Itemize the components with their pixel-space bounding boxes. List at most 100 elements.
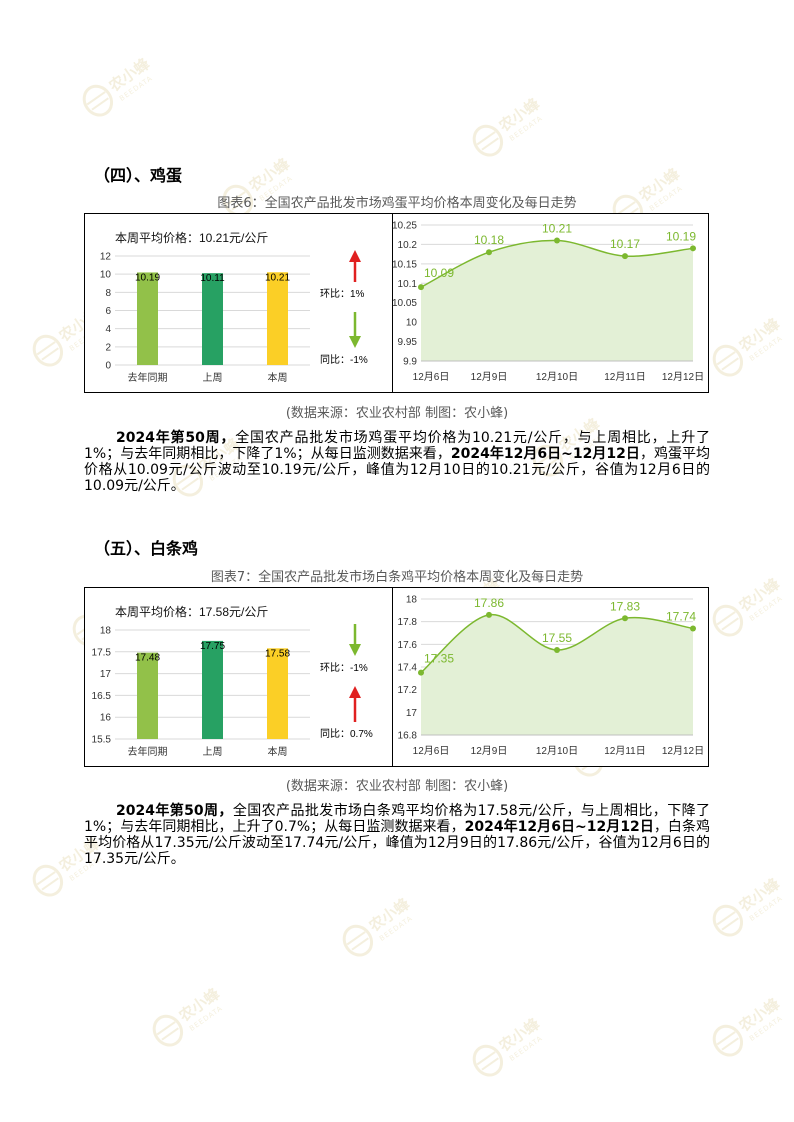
bee-stripe	[716, 911, 736, 926]
bee-stripe	[541, 457, 559, 471]
y-tick-label: 10	[100, 270, 112, 281]
point-data-label: 17.83	[610, 599, 640, 613]
x-tick-label: 12月6日	[413, 745, 450, 757]
bee-body	[472, 124, 504, 157]
x-tick-label: 12月11日	[604, 371, 646, 383]
section-heading: （四）、鸡蛋	[94, 166, 183, 185]
x-tick-label: 12月10日	[536, 371, 578, 383]
y-tick-label: 16.5	[92, 691, 112, 702]
para-text: ，鸡蛋平均价格从10.09元/公斤波动至10.19元/公斤，峰值为12月10日的…	[84, 446, 711, 494]
bee-stripe	[226, 191, 246, 206]
bee-stripe	[716, 351, 736, 366]
arrow-head	[349, 686, 361, 698]
para-bold-week: 2024年第50周，	[116, 803, 233, 819]
y-tick-label: 2	[105, 342, 111, 353]
bar	[267, 648, 288, 739]
y-tick-label: 10.05	[392, 298, 417, 309]
bar-data-label: 17.48	[135, 653, 160, 664]
point-data-label: 10.18	[474, 233, 504, 247]
point-data-label: 17.55	[542, 631, 572, 645]
y-tick-label: 12	[100, 252, 112, 263]
bar	[137, 652, 158, 739]
para-bold-date: 2024年12月6日~12月12日	[450, 446, 640, 462]
x-tick-label: 12月12日	[662, 745, 704, 757]
data-source: (数据来源：农业农村部 制图：农小蜂)	[285, 779, 509, 794]
point-data-label: 10.09	[424, 266, 454, 280]
bee-body	[342, 924, 374, 957]
bee-body	[82, 84, 114, 117]
arrow-head	[349, 250, 361, 262]
x-tick-label: 12月10日	[536, 745, 578, 757]
bee-stripe	[716, 611, 736, 626]
bee-body	[712, 344, 744, 377]
bee-stripe	[536, 451, 556, 466]
bee-body	[32, 334, 64, 367]
bee-body	[222, 184, 254, 217]
x-tick-label: 12月12日	[662, 371, 704, 383]
data-point	[418, 669, 424, 676]
para-text: ，白条鸡平均价格从17.35元/公斤波动至17.74元/公斤，峰值为12月9日的…	[84, 819, 711, 867]
tongbi-label: 同比：0.7%	[320, 728, 373, 740]
daily-line-chart: 16.8 17 17.2 17.4 17.6 17.8 18 17.35 12月6日 17.86 1…	[398, 595, 705, 758]
daily-line-chart: 9.9 9.95 10 10.05 10.1 10.15 10.2 10.25 10.09 12月…	[392, 221, 704, 384]
bee-body	[532, 444, 564, 477]
data-point	[554, 647, 560, 653]
y-tick-label: 17.6	[398, 640, 418, 651]
y-tick-label: 4	[105, 324, 111, 335]
figure-frame: 本周平均价格：10.21元/公斤 0 2 4 6 8 10 12 10.19 去年同期 10.11 上…	[84, 213, 709, 393]
bee-body	[712, 1024, 744, 1057]
weekly-avg-label: 本周平均价格：10.21元/公斤	[115, 230, 268, 245]
x-tick-label: 12月9日	[471, 745, 508, 757]
point-data-label: 10.17	[610, 237, 640, 251]
arrow-head	[349, 336, 361, 348]
bee-stripe	[721, 1037, 739, 1051]
data-source: (数据来源：农业农村部 制图：农小蜂)	[285, 406, 509, 421]
y-tick-label: 10	[406, 318, 418, 329]
bee-stripe	[41, 347, 59, 361]
y-tick-label: 18	[100, 626, 112, 637]
bar	[137, 272, 158, 365]
para-bold-week: 2024年第50周，	[116, 430, 236, 446]
y-tick-label: 9.9	[403, 357, 417, 368]
area-fill	[421, 614, 693, 735]
bee-stripe	[176, 471, 196, 486]
analysis-paragraph: 2024年第50周，全国农产品批发市场鸡蛋平均价格为10.21元/公斤，与上周相…	[84, 430, 710, 494]
y-tick-label: 18	[406, 595, 418, 606]
bar-data-label: 10.19	[135, 272, 160, 283]
bar-data-label: 10.11	[200, 273, 225, 284]
bee-stripe	[41, 877, 59, 891]
figure-title: 图表7：全国农产品批发市场白条鸡平均价格本周变化及每日走势	[210, 570, 584, 585]
figure-title: 图表6：全国农产品批发市场鸡蛋平均价格本周变化及每日走势	[217, 196, 577, 211]
x-tick-label: 上周	[203, 372, 223, 384]
bee-stripe	[346, 931, 366, 946]
bee-body	[172, 464, 204, 497]
arrow-head	[349, 644, 361, 656]
y-tick-label: 6	[105, 306, 111, 317]
bee-body	[152, 1014, 184, 1047]
data-point	[622, 253, 628, 260]
weekly-bar-chart: 本周平均价格：17.58元/公斤 15.5 16 16.5 17 17.5 18 17.48 去…	[92, 604, 373, 758]
tongbi-label: 同比：-1%	[320, 354, 368, 366]
bar-data-label: 10.21	[265, 272, 290, 283]
y-tick-label: 16	[100, 713, 112, 724]
bee-stripe	[156, 1021, 176, 1036]
point-data-label: 10.21	[542, 222, 572, 236]
data-point	[486, 611, 492, 618]
x-tick-label: 12月6日	[413, 371, 450, 383]
para-text: 全国农产品批发市场鸡蛋平均价格为10.21元/公斤，与上周相比，上升了1%；与去…	[84, 430, 711, 462]
bee-stripe	[36, 871, 56, 886]
bee-body	[32, 864, 64, 897]
data-point	[622, 615, 628, 622]
bee-stripe	[481, 137, 499, 151]
arrow-up-icon	[349, 250, 361, 282]
bee-stripe	[36, 341, 56, 356]
